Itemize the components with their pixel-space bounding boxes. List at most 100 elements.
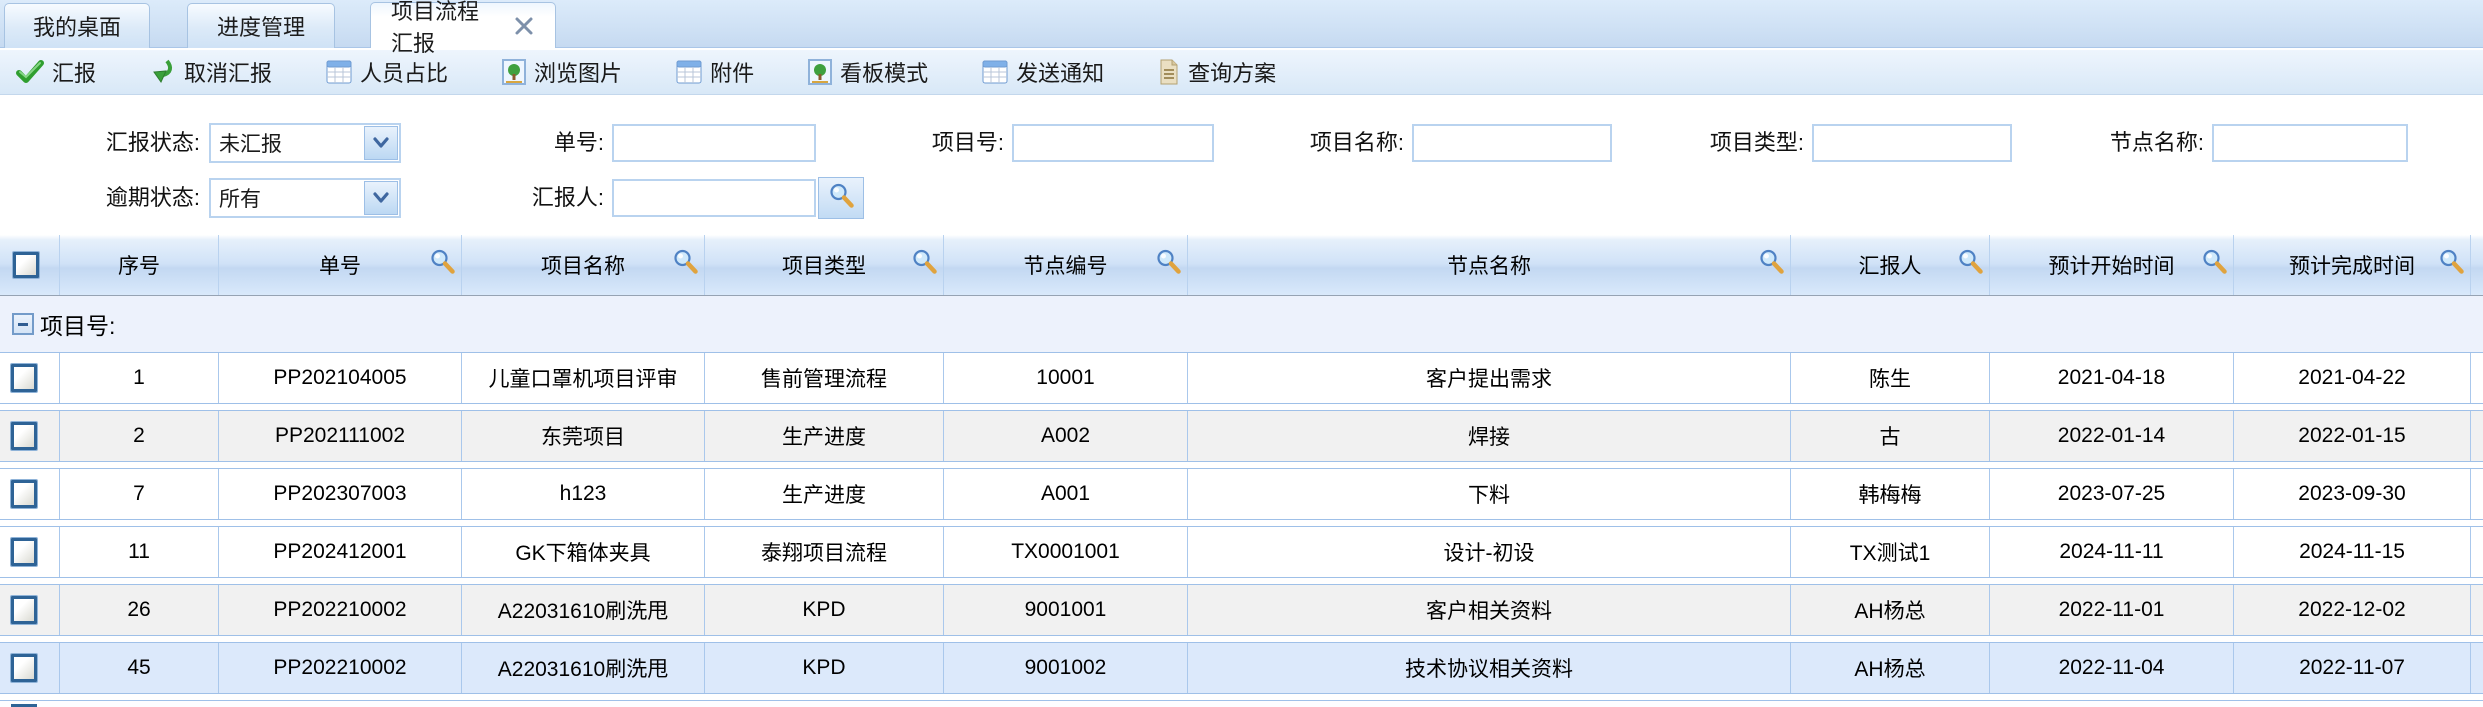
cell-node-no: A001 — [944, 469, 1188, 519]
cell-order-no: PP202104005 — [219, 353, 462, 403]
magnifier-icon[interactable] — [2438, 248, 2465, 281]
cell-node-name: 技术协议相关资料 — [1188, 643, 1791, 693]
column-label: 汇报人 — [1858, 255, 1922, 278]
cell-node-no: 9001002 — [944, 643, 1188, 693]
reporter-input[interactable] — [612, 179, 816, 217]
project-name-input[interactable] — [1412, 124, 1612, 162]
collapse-minus-icon[interactable] — [12, 313, 34, 335]
group-label: 项目号: — [40, 313, 116, 339]
browse-images-button[interactable]: 浏览图片 — [502, 56, 622, 88]
table-row[interactable]: 2 PP202111002 东莞项目 生产进度 A002 焊接 古 2022-0… — [0, 410, 2483, 462]
tab-project-process-report[interactable]: 项目流程汇报 — [370, 0, 556, 56]
row-checkbox[interactable] — [11, 364, 37, 392]
column-header-project-type[interactable]: 项目类型 — [705, 235, 944, 295]
cell-seq: 2 — [60, 411, 219, 461]
project-no-label: 项目号: — [931, 130, 1004, 155]
cell-node-no: TX0001001 — [944, 527, 1188, 577]
cell-reporter: 古 — [1791, 411, 1990, 461]
cell-seq: 45 — [60, 643, 219, 693]
row-checkbox[interactable] — [11, 538, 37, 566]
attachments-button[interactable]: 附件 — [676, 56, 754, 88]
cell-project: A22031610刷洗甩 — [462, 643, 705, 693]
select-all-checkbox[interactable] — [13, 252, 39, 278]
cell-reporter: AH杨总 — [1791, 643, 1990, 693]
table-row-highlighted[interactable]: 45 PP202210002 A22031610刷洗甩 KPD 9001002 … — [0, 642, 2483, 694]
column-header-order-no[interactable]: 单号 — [219, 235, 462, 295]
magnifier-icon[interactable] — [1155, 248, 1182, 281]
cell-node-name: 下料 — [1188, 469, 1791, 519]
cell-node-no: 10001 — [944, 353, 1188, 403]
table-row[interactable]: 1 PP202104005 儿童口罩机项目评审 售前管理流程 10001 客户提… — [0, 352, 2483, 404]
query-plan-button[interactable]: 查询方案 — [1158, 56, 1276, 88]
project-no-input[interactable] — [1012, 124, 1214, 162]
magnifier-icon[interactable] — [1957, 248, 1984, 281]
cell-order-no: PP202307003 — [219, 469, 462, 519]
row-checkbox[interactable] — [11, 422, 37, 450]
column-header-project-name[interactable]: 项目名称 — [462, 235, 705, 295]
close-icon[interactable] — [513, 15, 535, 37]
magnifier-icon[interactable] — [1758, 248, 1785, 281]
column-label: 预计开始时间 — [2048, 255, 2175, 278]
magnifier-icon[interactable] — [672, 248, 699, 281]
cancel-report-button[interactable]: 取消汇报 — [150, 56, 272, 88]
row-checkbox[interactable] — [11, 480, 37, 508]
cell-reporter: 韩梅梅 — [1791, 469, 1990, 519]
toolbar-label: 发送通知 — [1016, 61, 1105, 86]
column-header-reporter[interactable]: 汇报人 — [1791, 235, 1990, 295]
toolbar-label: 浏览图片 — [534, 61, 623, 86]
send-notification-button[interactable]: 发送通知 — [982, 56, 1104, 88]
cell-seq: 1 — [60, 353, 219, 403]
toolbar: 汇报 取消汇报 人员占比 浏览图片 附件 看板模式 发送通知 — [0, 49, 2483, 95]
column-header-planned-start[interactable]: 预计开始时间 — [1990, 235, 2234, 295]
tab-label: 项目流程汇报 — [391, 0, 480, 56]
magnifier-icon[interactable] — [429, 248, 456, 281]
tab-progress-management[interactable]: 进度管理 — [187, 3, 335, 48]
cell-finish: 2023-09-30 — [2234, 469, 2471, 519]
report-status-select[interactable]: 未汇报 — [209, 123, 401, 163]
column-header-node-no[interactable]: 节点编号 — [944, 235, 1188, 295]
cell-start: 2023-07-25 — [1990, 469, 2234, 519]
cell-project: GK下箱体夹具 — [462, 527, 705, 577]
toolbar-label: 附件 — [710, 61, 755, 86]
personnel-ratio-button[interactable]: 人员占比 — [326, 56, 448, 88]
grid-table-icon — [676, 60, 702, 84]
chevron-down-icon[interactable] — [364, 126, 398, 160]
cell-type: 生产进度 — [705, 411, 944, 461]
order-no-input[interactable] — [612, 124, 816, 162]
cell-project: A22031610刷洗甩 — [462, 585, 705, 635]
magnifier-icon[interactable] — [911, 248, 938, 281]
select-all-header-cell — [0, 235, 60, 295]
table-row[interactable]: 7 PP202307003 h123 生产进度 A001 下料 韩梅梅 2023… — [0, 468, 2483, 520]
header-filler-cell — [2471, 235, 2483, 295]
tab-label: 我的桌面 — [32, 15, 121, 40]
table-row[interactable]: 11 PP202412001 GK下箱体夹具 泰翔项目流程 TX0001001 … — [0, 526, 2483, 578]
magnifier-icon[interactable] — [2201, 248, 2228, 281]
kanban-mode-button[interactable]: 看板模式 — [808, 56, 928, 88]
table-row[interactable]: 26 PP202210002 A22031610刷洗甩 KPD 9001001 … — [0, 584, 2483, 636]
column-label: 节点编号 — [1023, 255, 1108, 278]
picture-icon — [808, 59, 833, 85]
overdue-status-label: 逾期状态: — [105, 185, 200, 210]
reporter-search-button[interactable] — [818, 177, 864, 219]
cell-project: h123 — [462, 469, 705, 519]
cell-start: 2022-11-01 — [1990, 585, 2234, 635]
row-checkbox[interactable] — [11, 596, 37, 624]
node-name-input[interactable] — [2212, 124, 2408, 162]
column-header-planned-finish[interactable]: 预计完成时间 — [2234, 235, 2471, 295]
report-button[interactable]: 汇报 — [16, 56, 96, 88]
cell-seq: 7 — [60, 469, 219, 519]
grid-body: 1 PP202104005 儿童口罩机项目评审 售前管理流程 10001 客户提… — [0, 352, 2483, 700]
column-header-seq[interactable]: 序号 — [60, 235, 219, 295]
chevron-down-icon[interactable] — [364, 181, 398, 215]
cell-finish: 2022-01-15 — [2234, 411, 2471, 461]
row-checkbox[interactable] — [11, 654, 37, 682]
column-header-node-name[interactable]: 节点名称 — [1188, 235, 1791, 295]
cell-type: KPD — [705, 643, 944, 693]
project-type-input[interactable] — [1812, 124, 2012, 162]
cell-node-no: 9001001 — [944, 585, 1188, 635]
toolbar-label: 查询方案 — [1188, 61, 1277, 86]
filter-panel: 汇报状态: 未汇报 单号: 项目号: 项目名称: 项目类型: 节点名称: 逾期状… — [0, 96, 2483, 235]
toolbar-label: 看板模式 — [840, 61, 929, 86]
overdue-status-select[interactable]: 所有 — [209, 178, 401, 218]
tab-my-desktop[interactable]: 我的桌面 — [4, 3, 150, 48]
